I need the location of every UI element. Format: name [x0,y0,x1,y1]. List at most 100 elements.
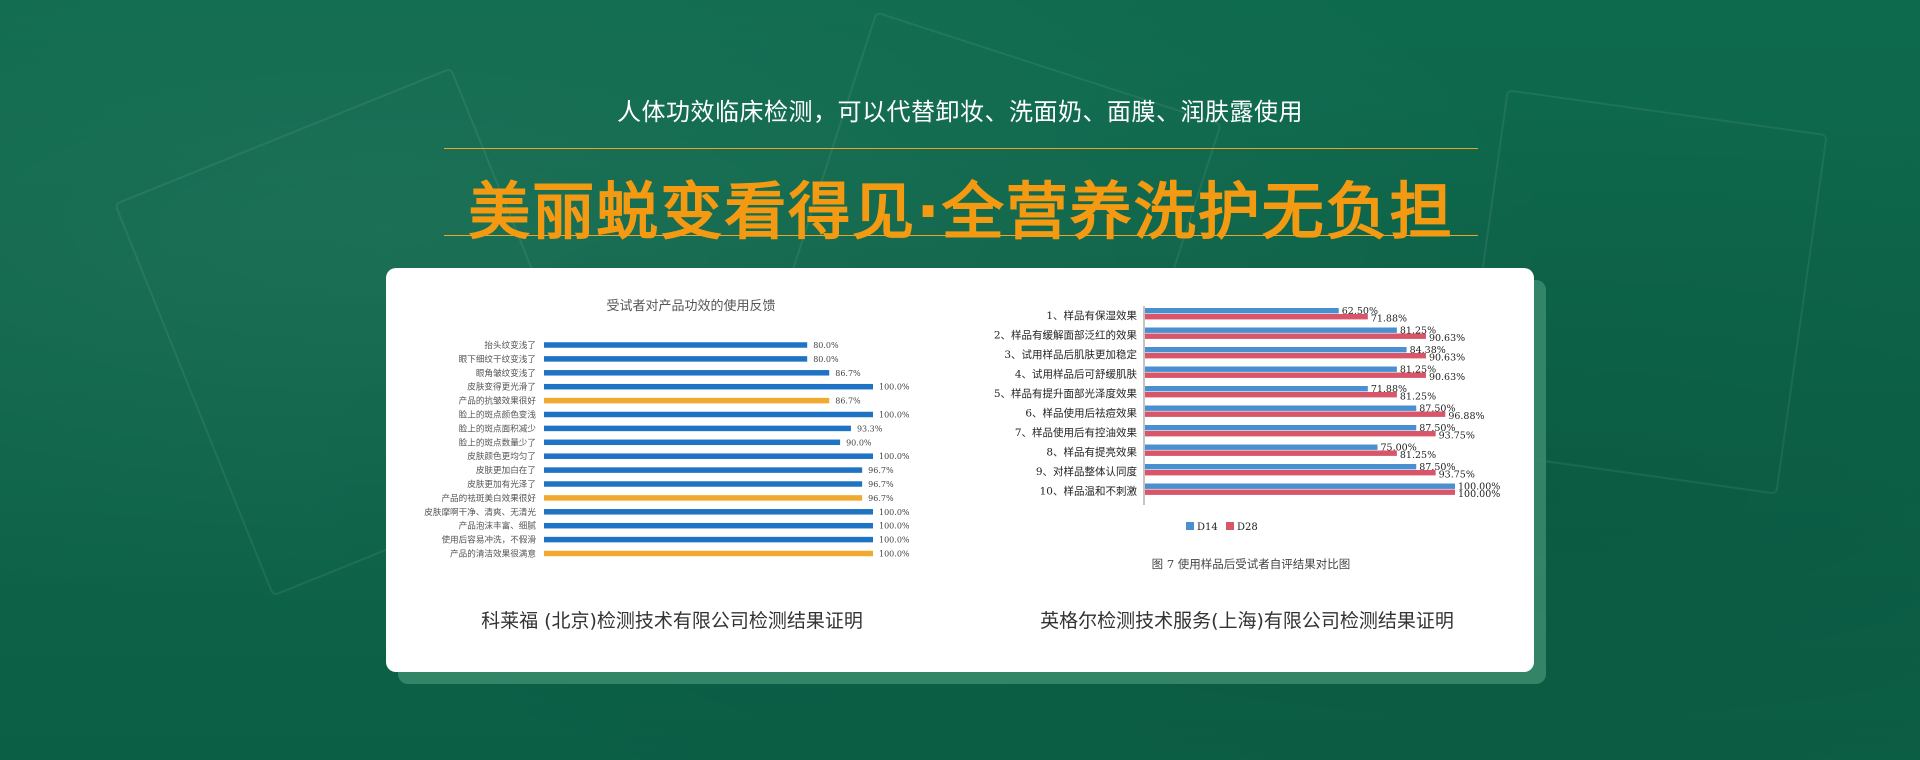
left-caption: 科莱福 (北京)检测技术有限公司检测结果证明 [481,610,863,632]
value-label: 80.0% [813,341,839,350]
category-label: 7、样品使用后有控油效果 [1015,426,1138,439]
value-label: 71.88% [1371,384,1407,395]
value-label: 100.0% [879,536,910,545]
value-label: 62.50% [1342,306,1378,317]
value-label: 87.50% [1419,462,1455,473]
bar [1145,411,1446,417]
bar [544,495,863,501]
value-label: 96.7% [868,466,894,475]
value-label: 71.88% [1371,314,1407,325]
left-report-panel: 受试者对产品功效的使用反馈抬头纹变浅了 80.0% 眼下细纹干纹变浅了 80.0% 眼角… [386,268,958,672]
category-label: 1、样品有保湿效果 [1046,309,1137,322]
category-label: 4、试用样品后可舒缓肌肤 [1015,368,1138,381]
bar [1145,314,1368,320]
bar [1145,333,1426,339]
bar [1145,425,1417,431]
value-label: 93.3% [857,424,883,433]
category-label: 产品的祛斑美白效果很好 [441,492,536,504]
category-label: 9、对样品整体认同度 [1036,465,1138,478]
bar [544,397,830,404]
bar [1145,444,1378,450]
banner-title-frame: 美丽蜕变看得见·全营养洗护无负担 [444,148,1478,248]
category-label: 皮肤更加有光泽了 [467,478,536,490]
category-label: 眼下细纹干纹变浅了 [459,353,536,365]
bar [1145,366,1397,372]
chart-title: 受试者对产品功效的使用反馈 [606,298,775,314]
value-label: 75.00% [1381,443,1417,454]
value-label: 86.7% [835,369,861,378]
value-label: 100.0% [879,383,910,392]
bar [544,509,873,515]
value-label: 84.38% [1410,345,1446,356]
bar [544,383,873,390]
value-label: 86.7% [835,397,861,406]
value-label: 100.00% [1458,489,1500,500]
category-label: 产品的抗皱效果很好 [459,395,537,407]
legend-label: D28 [1237,522,1258,533]
value-label: 80.0% [813,355,839,364]
category-label: 5、样品有提升面部光泽度效果 [994,387,1138,400]
value-label: 81.25% [1400,326,1436,337]
value-label: 93.75% [1439,470,1475,481]
value-label: 100.00% [1458,482,1500,493]
bar [1145,483,1455,489]
bar [1145,450,1397,456]
legend-swatch [1226,522,1234,530]
bar [1145,372,1426,378]
banner-subtitle: 人体功效临床检测，可以代替卸妆、洗面奶、面膜、润肤露使用 [617,98,1303,126]
category-label: 皮肤更加白在了 [476,464,536,476]
category-label: 使用后容易冲洗，不假滑 [441,534,536,546]
category-label: 皮肤颜色更均匀了 [467,450,536,462]
comparison-bar-chart: 1、样品有保湿效果 62.50%71.88%2、样品有缓解面部泛红的效果 81.25… [994,306,1500,571]
bar [544,356,808,362]
category-label: 皮肤变得更光滑了 [467,381,536,393]
value-label: 93.75% [1439,431,1475,442]
bar [1145,353,1426,359]
banner-title: 美丽蜕变看得见·全营养洗护无负担 [468,175,1454,248]
bar [544,453,873,459]
value-label: 100.0% [879,452,910,461]
category-label: 产品泡沫丰富、细腻 [459,520,537,532]
bar [544,550,873,557]
right-caption: 英格尔检测技术服务(上海)有限公司检测结果证明 [1040,610,1454,632]
value-label: 81.25% [1400,450,1436,461]
value-label: 87.50% [1419,404,1455,415]
value-label: 100.0% [879,508,910,517]
category-label: 皮肤摩啊干净、清爽、无清光 [424,506,536,518]
category-label: 8、样品有提亮效果 [1046,446,1137,459]
category-label: 产品的清洁效果很满意 [450,548,536,560]
bar [1145,386,1368,392]
bar [1145,308,1339,314]
bar [1145,464,1417,470]
category-label: 10、样品温和不刺激 [1040,485,1138,498]
evidence-card: 受试者对产品功效的使用反馈抬头纹变浅了 80.0% 眼下细纹干纹变浅了 80.0% 眼角… [386,268,1534,672]
value-label: 90.63% [1429,353,1465,364]
legend-label: D14 [1197,522,1218,533]
category-label: 脸上的斑点面积减少 [459,422,537,434]
bar [1145,470,1436,476]
value-label: 90.63% [1429,333,1465,344]
value-label: 96.88% [1448,411,1484,422]
value-label: 87.50% [1419,423,1455,434]
category-label: 3、试用样品后肌肤更加稳定 [1004,348,1137,361]
category-label: 脸上的斑点数量少了 [459,436,536,448]
value-label: 81.25% [1400,392,1436,403]
bar [1145,392,1397,398]
category-label: 脸上的斑点颜色变浅 [459,409,537,421]
value-label: 100.0% [879,550,910,559]
bar [544,536,873,543]
category-label: 2、样品有缓解面部泛红的效果 [994,329,1138,342]
category-label: 眼角皱纹变浅了 [476,367,536,379]
value-label: 90.0% [846,438,872,447]
bar [1145,489,1455,495]
bar [544,439,841,446]
chart-title: 图 7 使用样品后受试者自评结果对比图 [1152,557,1351,571]
bar [1145,405,1417,411]
value-label: 100.0% [879,522,910,531]
bar [544,342,808,348]
value-label: 96.7% [868,480,894,489]
value-label: 81.25% [1400,365,1436,376]
category-label: 抬头纹变浅了 [484,339,536,351]
